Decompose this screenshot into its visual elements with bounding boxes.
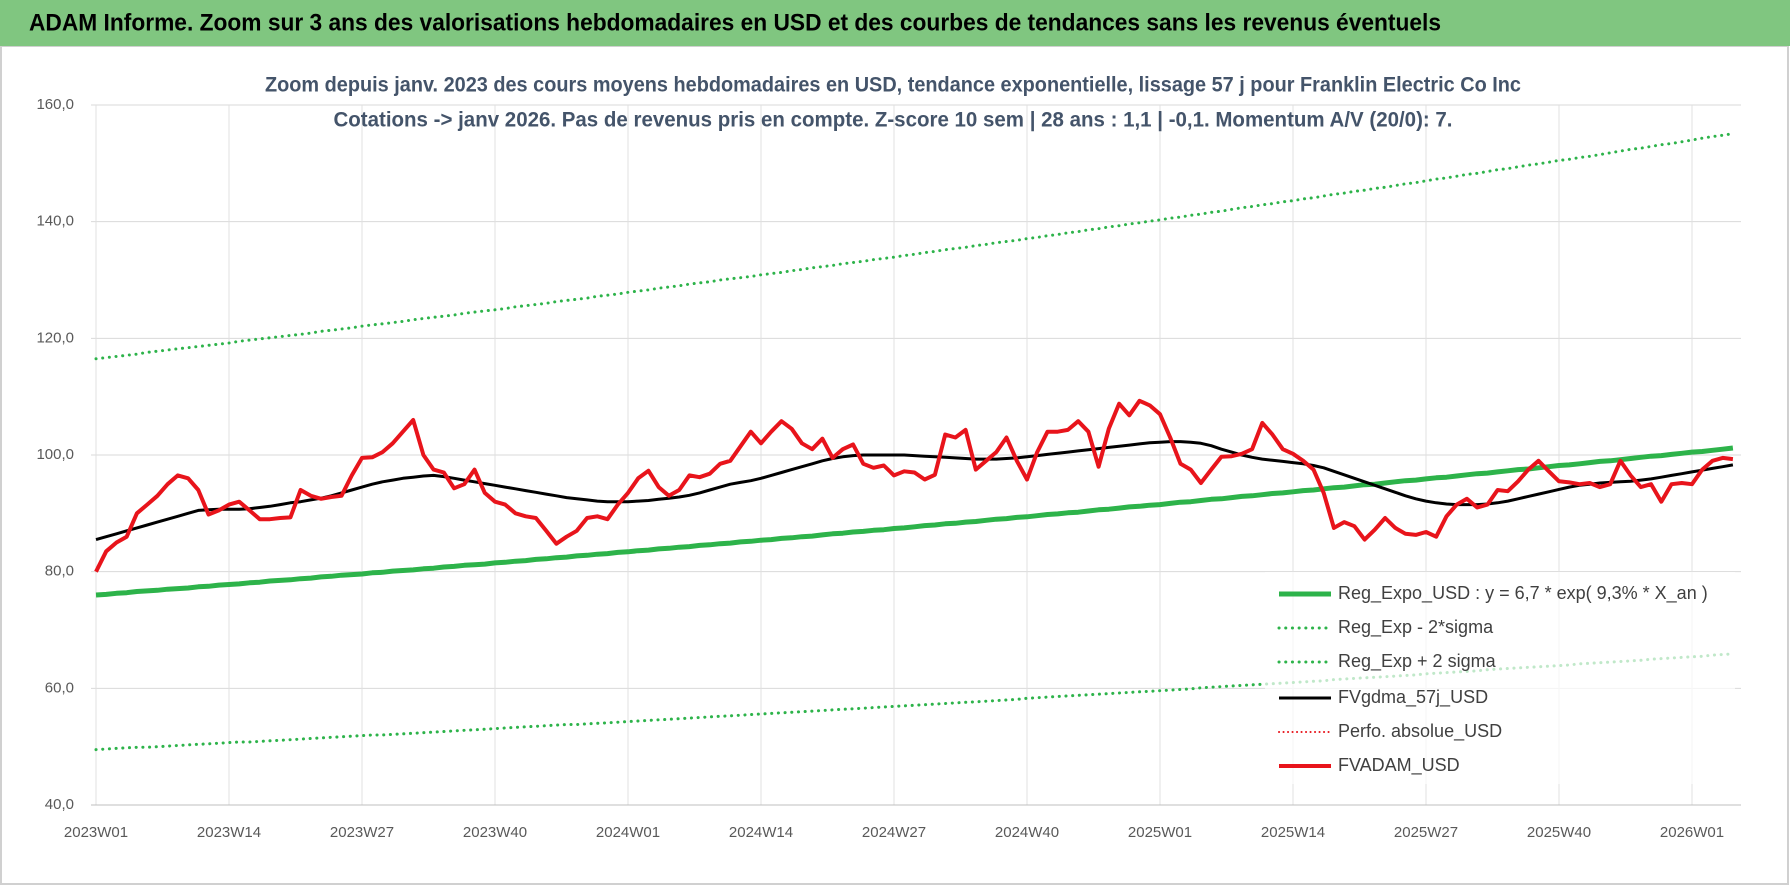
legend-label: Perfo. absolue_USD <box>1338 721 1502 742</box>
y-tick-label: 40,0 <box>45 796 74 813</box>
series-line <box>94 398 1734 573</box>
chart-subtitle: Cotations -> janv 2026. Pas de revenus p… <box>334 109 1453 132</box>
legend-box <box>1265 572 1735 784</box>
y-tick-label: 80,0 <box>45 563 74 580</box>
legend-label: FVgdma_57j_USD <box>1338 687 1488 708</box>
legend: Reg_Expo_USD : y = 6,7 * exp( 9,3% * X_a… <box>1277 583 1708 776</box>
x-tick-label: 2024W40 <box>995 824 1059 841</box>
y-tick-label: 100,0 <box>36 446 74 463</box>
x-tick-label: 2023W27 <box>330 824 394 841</box>
legend-label: Reg_Expo_USD : y = 6,7 * exp( 9,3% * X_a… <box>1338 583 1708 604</box>
grid: 40,0 60,0 80,0 100,0 120,0 140,0 160,0 2023W01 2… <box>36 96 1741 841</box>
x-tick-label: 2023W14 <box>197 824 261 841</box>
series-line <box>95 445 1734 598</box>
legend-label: FVADAM_USD <box>1338 755 1460 776</box>
x-tick-label: 2024W01 <box>596 824 660 841</box>
series-line <box>94 132 1735 361</box>
x-tick-label: 2025W27 <box>1394 824 1458 841</box>
x-tick-label: 2023W40 <box>463 824 527 841</box>
x-tick-label: 2024W14 <box>729 824 793 841</box>
x-tick-label: 2026W01 <box>1660 824 1724 841</box>
y-tick-label: 120,0 <box>36 329 74 346</box>
chart-title: Zoom depuis janv. 2023 des cours moyens … <box>265 74 1521 97</box>
y-tick-label: 60,0 <box>45 679 74 696</box>
x-tick-label: 2025W40 <box>1527 824 1591 841</box>
x-tick-label: 2024W27 <box>862 824 926 841</box>
y-tick-label: 140,0 <box>36 213 74 230</box>
header-band <box>0 0 1790 46</box>
y-tick-label: 160,0 <box>36 96 74 113</box>
header-title: ADAM Informe. Zoom sur 3 ans des valoris… <box>29 9 1441 36</box>
legend-label: Reg_Exp + 2 sigma <box>1338 651 1497 672</box>
x-tick-label: 2025W01 <box>1128 824 1192 841</box>
legend-label: Reg_Exp - 2*sigma <box>1338 617 1494 638</box>
x-tick-label: 2023W01 <box>64 824 128 841</box>
x-tick-label: 2025W14 <box>1261 824 1325 841</box>
